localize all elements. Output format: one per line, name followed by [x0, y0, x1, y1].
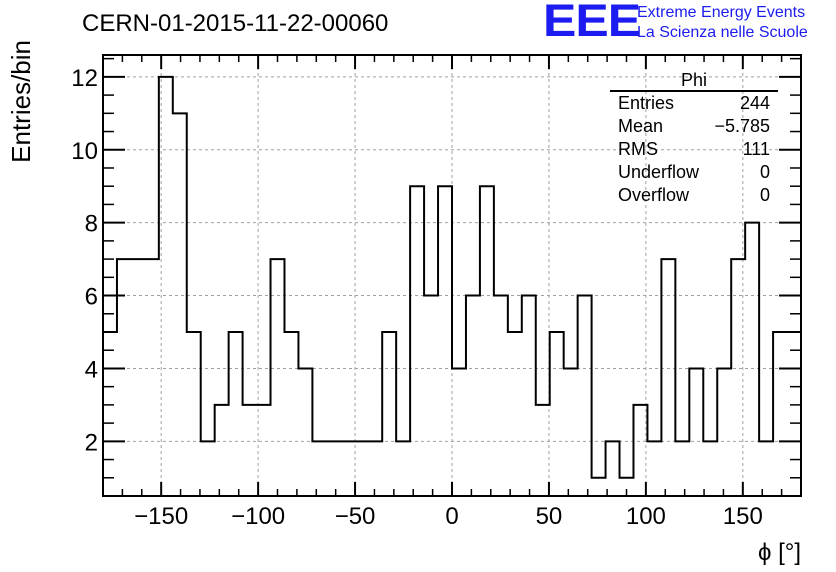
x-tick-label: 100 — [626, 503, 666, 530]
y-tick-label: 4 — [85, 356, 98, 383]
stats-label: Overflow — [618, 185, 690, 205]
stats-row-entries: Entries 244 — [610, 92, 778, 115]
stats-title: Phi — [610, 70, 778, 92]
stats-box: Phi Entries 244 Mean −5.785 RMS 111 Unde… — [610, 70, 778, 207]
stats-value: 111 — [742, 139, 770, 159]
x-tick-labels: −150 −100 −50 0 50 100 150 — [134, 503, 763, 530]
run-title: CERN-01-2015-11-22-00060 — [82, 10, 389, 37]
stats-value: 0 — [759, 162, 770, 182]
y-tick-label: 6 — [85, 284, 98, 311]
stats-row-underflow: Underflow 0 — [610, 161, 778, 184]
stats-label: Entries — [618, 93, 675, 113]
y-axis-label: Entries/bin — [6, 40, 36, 163]
y-tick-label: 8 — [85, 211, 98, 238]
stats-value: 0 — [759, 185, 770, 205]
y-tick-labels: 2 4 6 8 10 12 — [71, 65, 98, 456]
x-tick-label: 150 — [723, 503, 763, 530]
y-tick-label: 10 — [71, 138, 98, 165]
x-tick-label: −50 — [335, 503, 376, 530]
x-axis-label: ϕ [°] — [758, 539, 801, 566]
stats-label: Mean — [618, 116, 664, 136]
logo-subtitle-2: La Scienza nelle Scuole — [637, 24, 808, 41]
eee-logo: EEE — [543, 0, 641, 46]
stats-row-mean: Mean −5.785 — [610, 115, 778, 138]
stats-label: RMS — [618, 139, 658, 159]
x-tick-label: −100 — [231, 503, 285, 530]
x-tick-label: 0 — [445, 503, 458, 530]
y-tick-label: 12 — [71, 65, 98, 92]
stats-row-rms: RMS 111 — [610, 138, 778, 161]
x-tick-label: 50 — [536, 503, 563, 530]
plot-frame — [102, 54, 802, 497]
stats-value: −5.785 — [714, 116, 770, 136]
x-tick-label: −150 — [134, 503, 188, 530]
y-tick-label: 2 — [85, 429, 98, 456]
stats-value: 244 — [739, 93, 770, 113]
stats-row-overflow: Overflow 0 — [610, 184, 778, 207]
logo-subtitle-1: Extreme Energy Events — [637, 4, 806, 21]
stats-label: Underflow — [618, 162, 700, 182]
histogram-series — [103, 75, 801, 479]
x-axis-ticks — [121, 55, 783, 496]
